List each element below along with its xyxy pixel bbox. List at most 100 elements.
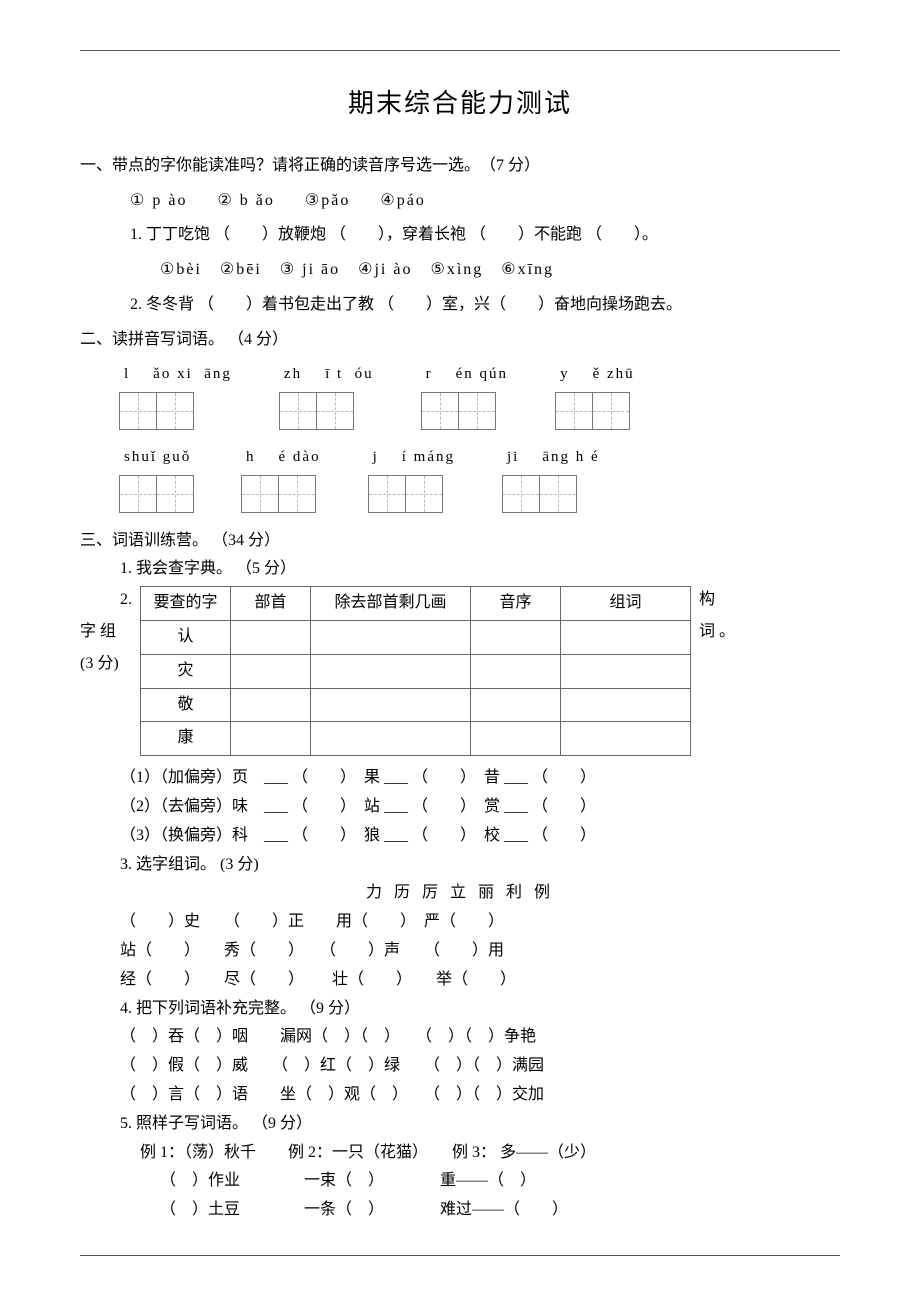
tianzige bbox=[120, 475, 194, 513]
tianzige-group: l ǎo xi āng bbox=[120, 361, 232, 430]
td bbox=[231, 722, 311, 756]
td bbox=[561, 722, 691, 756]
pinyin-opt: ③pǎo bbox=[305, 187, 350, 216]
label: 2. bbox=[80, 584, 132, 616]
section-3: 三、词语训练营。 （34 分） 1. 我会查字典。 （5 分） 2. 字 组 (… bbox=[80, 527, 840, 1225]
th: 部首 bbox=[231, 587, 311, 621]
q4-row: （ ）假（ ）威 （ ）红（ ）绿 （ ）（ ）满园 bbox=[80, 1052, 840, 1081]
tianzige-group: y ě zhū bbox=[556, 361, 635, 430]
td bbox=[311, 654, 471, 688]
pinyin-opt: ④ji ào bbox=[358, 256, 412, 285]
tianzige-cell bbox=[368, 475, 406, 513]
pinyin-opt: ⑥xīng bbox=[501, 256, 554, 285]
tianzige-label: l ǎo xi āng bbox=[120, 361, 232, 388]
section-3-heading: 三、词语训练营。 （34 分） bbox=[80, 527, 840, 556]
th: 除去部首剩几画 bbox=[311, 587, 471, 621]
q4-row: （ ）吞（ ）咽 漏网（ ）（ ） （ ）（ ）争艳 bbox=[80, 1023, 840, 1052]
th: 音序 bbox=[471, 587, 561, 621]
tianzige-group: shuǐ guǒ bbox=[120, 444, 194, 513]
td bbox=[561, 620, 691, 654]
section-3-q3: 3. 选字组词。 (3 分) bbox=[80, 851, 840, 880]
page: 期末综合能力测试 一、带点的字你能读准吗？请将正确的读音序号选一选。 （7 分）… bbox=[0, 0, 920, 1306]
tianzige-cell bbox=[405, 475, 443, 513]
td: 灾 bbox=[141, 654, 231, 688]
td bbox=[471, 620, 561, 654]
pinyin-opt: ③ ji āo bbox=[280, 256, 340, 285]
tianzige bbox=[242, 475, 316, 513]
bottom-rule bbox=[80, 1255, 840, 1256]
pinyin-opt: ①bèi bbox=[160, 256, 202, 285]
tianzige-row-1: l ǎo xi āng zh ī t óu r én qún y ě zhū bbox=[80, 361, 840, 430]
td bbox=[311, 688, 471, 722]
td: 认 bbox=[141, 620, 231, 654]
tianzige-label: h é dào bbox=[242, 444, 321, 471]
td bbox=[471, 722, 561, 756]
section-3-q5: 5. 照样子写词语。 （9 分） bbox=[80, 1110, 840, 1139]
q3-row: 站（ ） 秀（ ） （ ）声 （ ）用 bbox=[80, 937, 840, 966]
td bbox=[231, 654, 311, 688]
tianzige-row-2: shuǐ guǒ h é dào j í máng ji āng h é bbox=[80, 444, 840, 513]
table-row: 康 bbox=[141, 722, 691, 756]
tianzige-group: r én qún bbox=[422, 361, 508, 430]
section-3-q3-chars: 力 历 厉 立 丽 利 例 bbox=[80, 879, 840, 908]
th: 组词 bbox=[561, 587, 691, 621]
tianzige-group: h é dào bbox=[242, 444, 321, 513]
tianzige-cell bbox=[156, 475, 194, 513]
section-2-heading: 二、读拼音写词语。 （4 分） bbox=[80, 326, 840, 355]
tianzige-label: y ě zhū bbox=[556, 361, 635, 388]
q4-row: （ ）言（ ）语 坐（ ）观（ ） （ ）（ ）交加 bbox=[80, 1081, 840, 1110]
radical-row-2: （2）（去偏旁）味 ___ （ ） 站 ___ （ ） 赏 ___ （ ） bbox=[80, 793, 840, 822]
tianzige bbox=[503, 475, 577, 513]
tianzige-cell bbox=[156, 392, 194, 430]
top-rule bbox=[80, 50, 840, 51]
section-1-pinyin-options-2: ①bèi ②bēi ③ ji āo ④ji ào ⑤xìng ⑥xīng bbox=[80, 256, 840, 285]
tianzige-cell bbox=[421, 392, 459, 430]
pinyin-opt: ②bēi bbox=[220, 256, 262, 285]
td bbox=[311, 722, 471, 756]
tianzige-cell bbox=[278, 475, 316, 513]
tianzige bbox=[280, 392, 354, 430]
td bbox=[231, 620, 311, 654]
tianzige bbox=[422, 392, 496, 430]
tianzige-cell bbox=[119, 475, 157, 513]
section-3-q4: 4. 把下列词语补充完整。 （9 分） bbox=[80, 995, 840, 1024]
td: 敬 bbox=[141, 688, 231, 722]
td bbox=[561, 688, 691, 722]
th: 要查的字 bbox=[141, 587, 231, 621]
q5-examples: 例 1：（荡）秋千 例 2：一只（花猫） 例 3： 多——（少） bbox=[80, 1139, 840, 1168]
label: (3 分) bbox=[80, 648, 132, 680]
pinyin-opt: ② b ǎo bbox=[217, 187, 274, 216]
label: 词 。 bbox=[699, 616, 735, 648]
section-2: 二、读拼音写词语。 （4 分） l ǎo xi āng zh ī t óu r … bbox=[80, 326, 840, 513]
td bbox=[231, 688, 311, 722]
dict-wrap: 2. 字 组 (3 分) 要查的字 部首 除去部首剩几画 音序 组词 认 灾 bbox=[80, 584, 840, 764]
page-title: 期末综合能力测试 bbox=[80, 81, 840, 128]
table-row: 灾 bbox=[141, 654, 691, 688]
tianzige-group: zh ī t óu bbox=[280, 361, 374, 430]
q5-row: （ ）土豆 一条（ ） 难过——（ ） bbox=[80, 1196, 840, 1225]
tianzige-group: ji āng h é bbox=[503, 444, 600, 513]
tianzige bbox=[369, 475, 443, 513]
tianzige-cell bbox=[502, 475, 540, 513]
section-1: 一、带点的字你能读准吗？请将正确的读音序号选一选。 （7 分） ① p ào ②… bbox=[80, 152, 840, 320]
section-1-heading: 一、带点的字你能读准吗？请将正确的读音序号选一选。 （7 分） bbox=[80, 152, 840, 181]
table-row: 认 bbox=[141, 620, 691, 654]
td: 康 bbox=[141, 722, 231, 756]
tianzige-cell bbox=[241, 475, 279, 513]
tianzige bbox=[556, 392, 630, 430]
tianzige-label: zh ī t óu bbox=[280, 361, 374, 388]
tianzige-label: shuǐ guǒ bbox=[120, 444, 191, 471]
tianzige-cell bbox=[316, 392, 354, 430]
radical-row-3: （3）（换偏旁）科 ___ （ ） 狼 ___ （ ） 校 ___ （ ） bbox=[80, 822, 840, 851]
td bbox=[311, 620, 471, 654]
tianzige-cell bbox=[279, 392, 317, 430]
td bbox=[561, 654, 691, 688]
td bbox=[471, 654, 561, 688]
pinyin-opt: ⑤xìng bbox=[430, 256, 483, 285]
tianzige-label: r én qún bbox=[422, 361, 508, 388]
table-row: 敬 bbox=[141, 688, 691, 722]
tianzige-label: ji āng h é bbox=[503, 444, 600, 471]
label: 构 bbox=[699, 584, 735, 616]
dictionary-table: 要查的字 部首 除去部首剩几画 音序 组词 认 灾 敬 康 bbox=[140, 586, 691, 756]
dict-left-labels: 2. 字 组 (3 分) bbox=[80, 584, 132, 680]
